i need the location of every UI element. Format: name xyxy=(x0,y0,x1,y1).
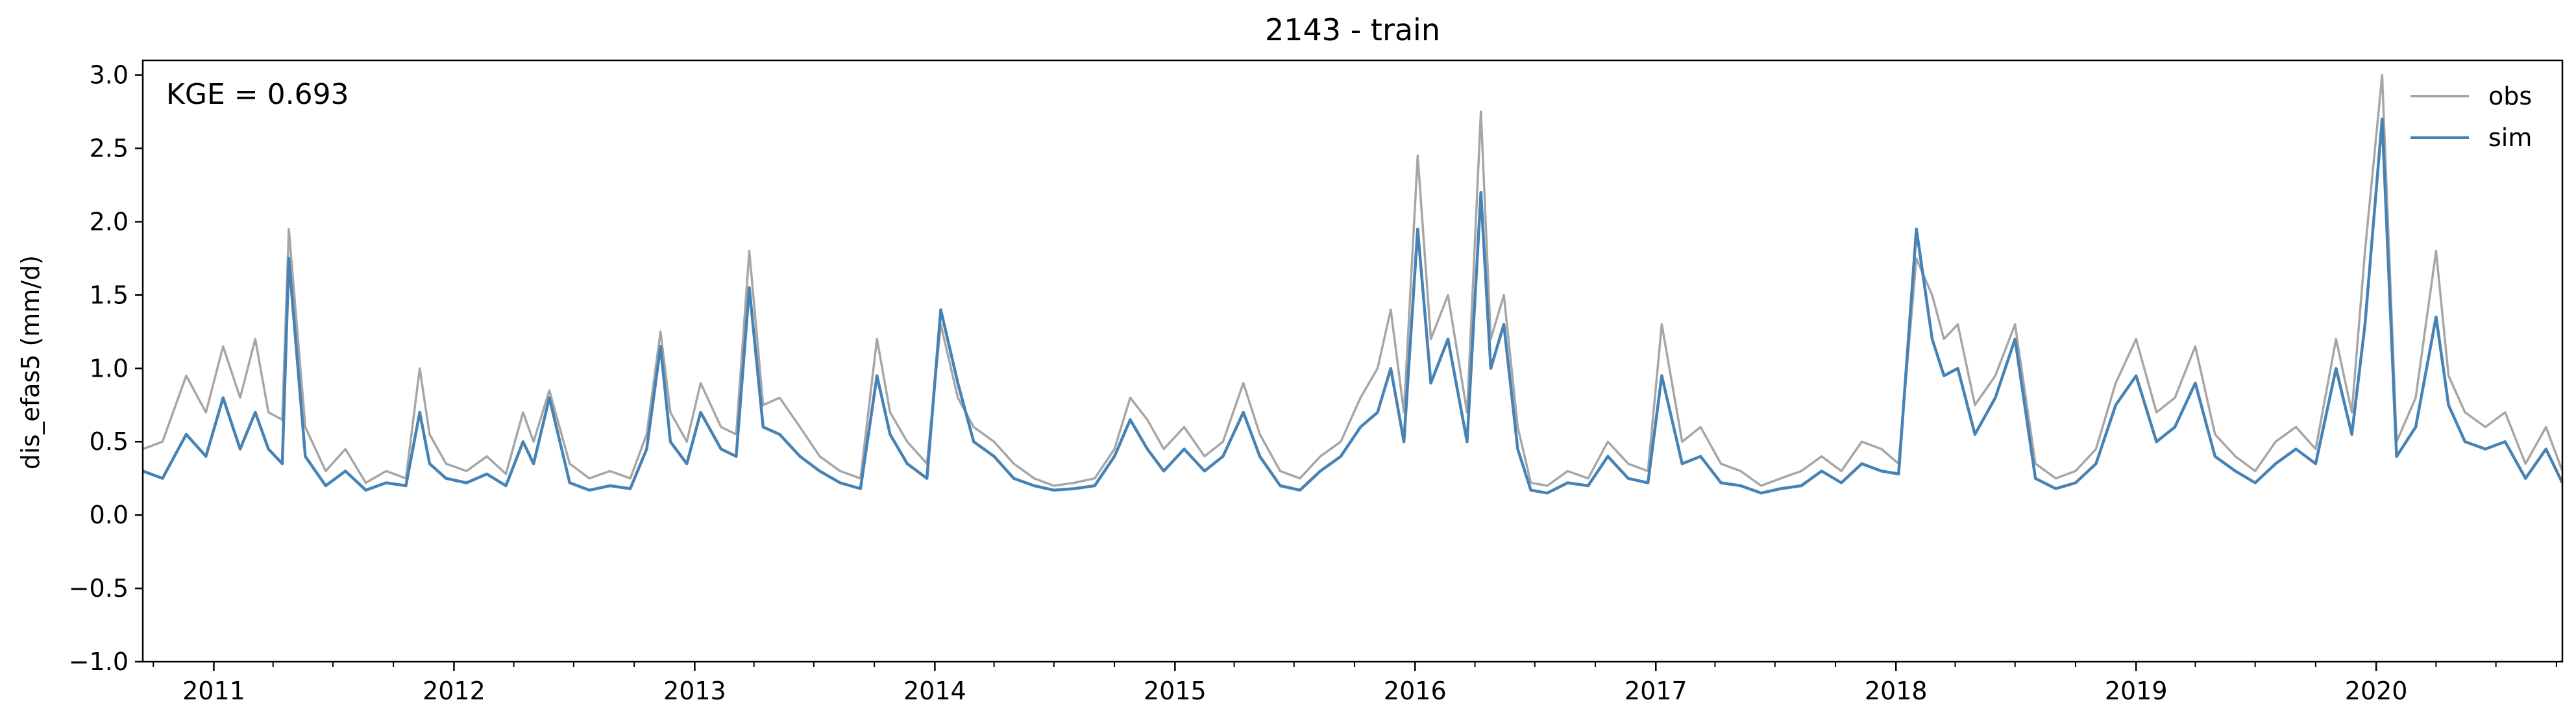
x-tick-label: 2013 xyxy=(663,677,726,705)
y-tick-label: 0.0 xyxy=(90,501,129,529)
y-tick-label: −1.0 xyxy=(69,647,129,676)
x-axis-ticks: 2011 2012 2013 2014 2015 2016 2017 2018 2019 2020 xyxy=(153,662,2557,705)
y-tick-label: 1.5 xyxy=(90,281,129,309)
plot-area-frame xyxy=(141,59,2564,663)
series-group xyxy=(142,73,2564,495)
y-tick-label: 2.5 xyxy=(90,134,129,163)
legend-sim-label: sim xyxy=(2488,123,2532,152)
x-tick-label: 2016 xyxy=(1384,677,1447,705)
series-line-sim xyxy=(142,118,2564,495)
y-axis-label: dis_efas5 (mm/d) xyxy=(16,255,45,469)
y-tick-label: 1.0 xyxy=(90,354,129,382)
y-axis-ticks: −1.0 −0.5 0.0 0.5 1.0 1.5 2.0 2.5 3.0 xyxy=(69,61,143,676)
series-line-obs xyxy=(142,73,2564,487)
x-tick-label: 2015 xyxy=(1144,677,1207,705)
y-tick-label: 2.0 xyxy=(90,207,129,236)
x-tick-label: 2017 xyxy=(1625,677,1687,705)
y-tick-label: 0.5 xyxy=(90,427,129,456)
y-tick-label: −0.5 xyxy=(69,574,129,603)
y-tick-label: 3.0 xyxy=(90,61,129,90)
kge-annotation: KGE = 0.693 xyxy=(166,78,349,111)
x-tick-label: 2019 xyxy=(2105,677,2168,705)
legend-obs-label: obs xyxy=(2488,82,2532,110)
x-tick-label: 2018 xyxy=(1865,677,1928,705)
legend: obs sim xyxy=(2410,82,2532,152)
chart-title: 2143 - train xyxy=(1265,12,1440,47)
x-tick-label: 2014 xyxy=(903,677,966,705)
x-tick-label: 2012 xyxy=(423,677,485,705)
x-tick-label: 2020 xyxy=(2345,677,2408,705)
x-tick-label: 2011 xyxy=(182,677,245,705)
